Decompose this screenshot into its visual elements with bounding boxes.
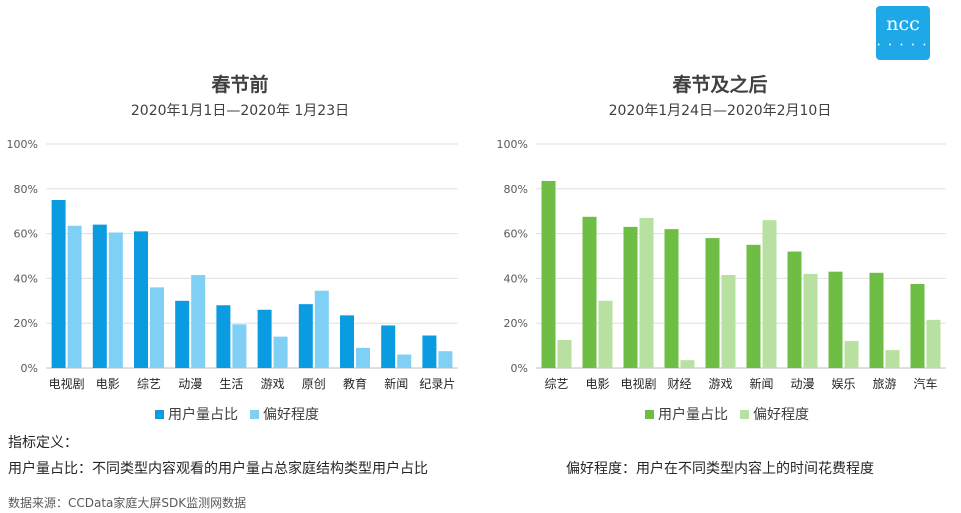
right-bar-preference <box>721 275 736 368</box>
right-legend-swatch-users <box>645 409 654 419</box>
definition-title: 指标定义： <box>8 435 78 451</box>
left-bar-preference <box>191 275 206 368</box>
left-chart-subtitle: 2020年1月1日—2020年 1月23日 <box>130 103 350 119</box>
right-xtick-label: 娱乐 <box>831 377 855 391</box>
left-bar-preference <box>314 290 329 368</box>
right-bar-users <box>582 216 597 368</box>
left-bar-users <box>134 231 148 368</box>
left-legend-swatch-users <box>155 409 164 419</box>
logo-text: ncc <box>886 13 920 35</box>
left-bar-preference <box>356 347 370 368</box>
left-bar-preference <box>108 232 123 368</box>
left-xtick-label: 游戏 <box>261 377 285 391</box>
left-bar-users <box>216 305 231 368</box>
data-source: 数据来源：CCData家庭大屏SDK监测网数据 <box>8 496 247 510</box>
right-legend-item-users: 用户量占比 <box>645 404 728 424</box>
right-xtick-label: 动漫 <box>790 377 814 391</box>
left-xtick-label: 电视剧 <box>49 376 85 391</box>
right-ytick-label: 80% <box>504 183 528 196</box>
left-bar-preference <box>150 287 164 368</box>
left-bar-users <box>381 325 396 368</box>
left-xtick-label: 生活 <box>219 377 243 391</box>
left-ytick-label: 0% <box>21 362 38 375</box>
ncc-logo: ncc • • • • • <box>876 6 930 60</box>
right-bar-users <box>787 251 802 368</box>
right-xtick-label: 电视剧 <box>620 376 656 391</box>
right-legend-label-preference: 偏好程度 <box>753 407 809 423</box>
left-ytick-label: 80% <box>14 183 38 196</box>
left-xtick-label: 综艺 <box>137 377 161 391</box>
left-xtick-label: 纪录片 <box>419 377 455 391</box>
left-xtick-label: 新闻 <box>384 376 408 391</box>
left-bar-preference <box>232 324 247 368</box>
right-xtick-label: 电影 <box>585 377 609 391</box>
left-xtick-label: 原创 <box>302 377 326 391</box>
right-xtick-label: 旅游 <box>872 377 896 391</box>
left-ytick-label: 60% <box>14 228 38 241</box>
right-legend-swatch-preference <box>740 409 749 419</box>
left-xtick-label: 电影 <box>96 377 120 391</box>
left-bar-users <box>175 300 190 368</box>
left-bar-preference <box>273 336 288 368</box>
left-bar-users <box>51 200 66 368</box>
left-xtick-label: 教育 <box>343 376 367 391</box>
left-legend-item-users: 用户量占比 <box>155 404 238 424</box>
left-bar-users <box>92 224 107 368</box>
right-xtick-label: 汽车 <box>913 376 937 391</box>
left-bar-preference <box>67 225 82 368</box>
preference-definition: 偏好程度：用户在不同类型内容上的时间花费程度 <box>566 461 874 477</box>
right-xtick-label: 财经 <box>667 377 691 391</box>
right-legend-item-preference: 偏好程度 <box>740 404 809 424</box>
left-chart-title: 春节前 <box>211 74 269 96</box>
right-bar-preference <box>844 341 859 368</box>
right-ytick-label: 60% <box>504 228 528 241</box>
right-chart-subtitle: 2020年1月24日—2020年2月10日 <box>608 103 832 119</box>
left-bar-users <box>298 304 313 368</box>
right-bar-preference <box>639 217 654 368</box>
left-ytick-label: 40% <box>14 272 38 285</box>
right-legend-label-users: 用户量占比 <box>658 407 728 423</box>
right-xtick-label: 游戏 <box>708 377 732 391</box>
right-xtick-label: 综艺 <box>544 377 568 391</box>
left-ytick-label: 100% <box>7 138 38 151</box>
right-bar-users <box>664 229 679 368</box>
right-ytick-label: 40% <box>504 272 528 285</box>
left-bar-users <box>257 309 272 368</box>
left-legend: 用户量占比 偏好程度 <box>155 404 331 424</box>
right-bar-preference <box>680 360 695 368</box>
right-bar-preference <box>885 350 900 368</box>
right-bar-users <box>828 271 843 368</box>
right-ytick-label: 100% <box>497 138 528 151</box>
left-legend-swatch-preference <box>250 409 259 419</box>
right-bar-users <box>869 272 884 368</box>
left-legend-item-preference: 偏好程度 <box>250 404 319 424</box>
right-bar-users <box>746 244 761 368</box>
right-bar-preference <box>926 319 941 368</box>
right-bar-users <box>910 284 925 368</box>
right-bar-preference <box>598 300 613 368</box>
right-xtick-label: 新闻 <box>749 376 773 391</box>
left-ytick-label: 20% <box>14 317 38 330</box>
left-bar-preference <box>438 351 453 368</box>
left-bar-users <box>422 335 437 368</box>
right-bar-preference <box>557 340 572 368</box>
right-bar-preference <box>803 273 818 368</box>
left-legend-label-users: 用户量占比 <box>168 407 238 423</box>
right-bar-users <box>541 180 556 368</box>
right-bar-preference <box>762 220 777 368</box>
logo-dots: • • • • • <box>876 42 930 49</box>
right-chart-title: 春节及之后 <box>672 74 768 96</box>
right-ytick-label: 0% <box>511 362 528 375</box>
left-xtick-label: 动漫 <box>178 377 202 391</box>
left-legend-label-preference: 偏好程度 <box>263 407 319 423</box>
right-bar-users <box>705 238 720 368</box>
right-bar-users <box>623 226 638 368</box>
right-legend: 用户量占比 偏好程度 <box>645 404 821 424</box>
left-bar-users <box>340 315 354 368</box>
user-share-definition: 用户量占比：不同类型内容观看的用户量占总家庭结构类型用户占比 <box>8 461 428 477</box>
right-ytick-label: 20% <box>504 317 528 330</box>
left-bar-preference <box>397 354 412 368</box>
